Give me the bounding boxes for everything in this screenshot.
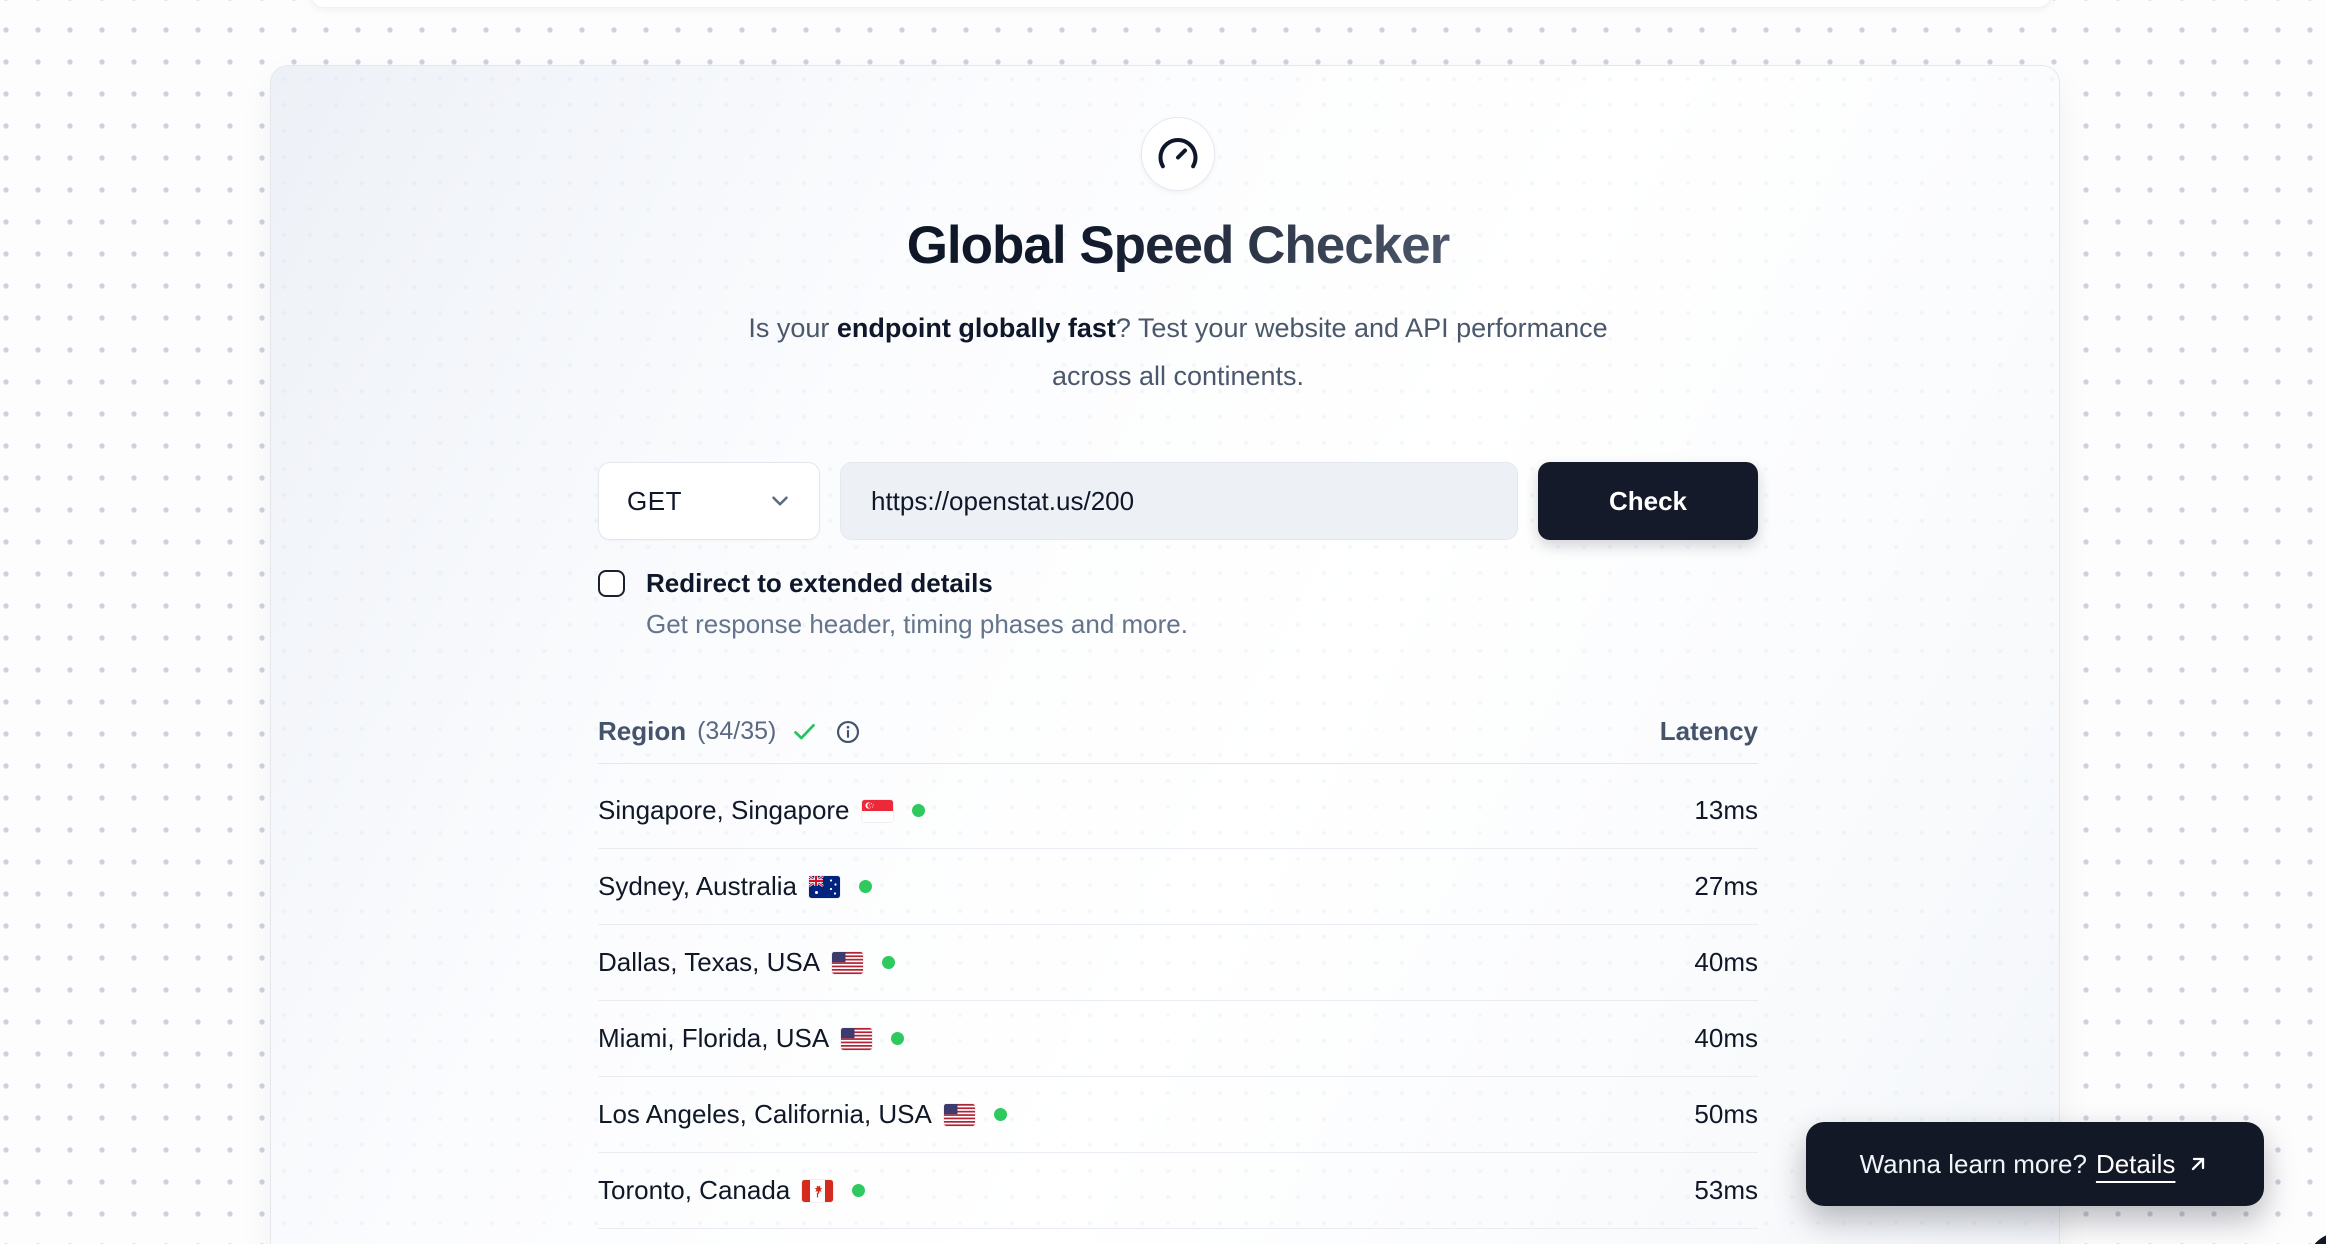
singapore-flag-icon: [861, 799, 893, 822]
http-method-value: GET: [627, 485, 682, 516]
table-row[interactable]: Miami, Florida, USA 40ms: [598, 1001, 1758, 1077]
region-name: Miami, Florida, USA: [598, 1023, 830, 1053]
table-row[interactable]: Los Angeles, California, USA 50ms: [598, 1077, 1758, 1153]
subtitle-highlight: endpoint globally fast: [836, 313, 1116, 343]
status-up-dot: [882, 956, 896, 969]
status-up-dot: [852, 1184, 866, 1197]
page-title: Global Speed Checker: [598, 219, 1758, 272]
region-column-label: Region: [598, 716, 687, 746]
canada-flag-icon: [802, 1179, 834, 1202]
region-name: Los Angeles, California, USA: [598, 1099, 932, 1129]
table-row[interactable]: Toronto, Canada 53ms: [598, 1153, 1758, 1229]
info-icon[interactable]: [835, 719, 861, 745]
table-row[interactable]: Dallas, Texas, USA 40ms: [598, 925, 1758, 1001]
arrow-up-right-icon: [2184, 1152, 2210, 1176]
corner-floating-button[interactable]: [2306, 1232, 2326, 1244]
status-up-dot: [911, 804, 925, 817]
status-up-dot: [891, 1032, 905, 1045]
redirect-option: Redirect to extended details: [598, 568, 1758, 599]
gauge-icon: [1157, 133, 1199, 175]
region-count: (34/35): [697, 717, 777, 745]
redirect-checkbox-label[interactable]: Redirect to extended details: [646, 568, 993, 598]
latency-value: 50ms: [1694, 1099, 1758, 1129]
speed-checker-card: [270, 65, 2060, 1244]
toast-message: Wanna learn more?: [1859, 1148, 2087, 1179]
latency-value: 40ms: [1694, 947, 1758, 977]
usa-flag-icon: [943, 1103, 975, 1126]
toast-details-link[interactable]: Details: [2095, 1148, 2176, 1179]
latency-value: 13ms: [1694, 795, 1758, 825]
subtitle-part: ? Test your website and API performance …: [1051, 313, 1608, 391]
subtitle: Is your endpoint globally fast? Test you…: [718, 304, 1638, 400]
check-icon: [791, 718, 818, 745]
chevron-down-icon: [767, 488, 793, 514]
region-name: Dallas, Texas, USA: [598, 947, 821, 977]
gauge-badge: [1141, 117, 1215, 191]
status-up-dot: [993, 1108, 1007, 1121]
http-method-select[interactable]: GET: [598, 462, 820, 540]
latency-value: 27ms: [1694, 871, 1758, 901]
learn-more-toast: Wanna learn more? Details: [1806, 1122, 2264, 1206]
region-name: Toronto, Canada: [598, 1175, 791, 1205]
latency-column-label: Latency: [1659, 716, 1758, 746]
usa-flag-icon: [832, 951, 864, 974]
card-content: Global Speed Checker Is your endpoint gl…: [598, 0, 1758, 1229]
check-form: GET Check: [598, 462, 1758, 540]
region-name: Sydney, Australia: [598, 871, 797, 901]
table-row[interactable]: Singapore, Singapore 13ms: [598, 764, 1758, 849]
latency-value: 40ms: [1694, 1023, 1758, 1053]
table-row[interactable]: Sydney, Australia 27ms: [598, 849, 1758, 925]
check-button[interactable]: Check: [1538, 462, 1758, 540]
results-header: Region (34/35) Latency: [598, 716, 1758, 764]
usa-flag-icon: [841, 1027, 873, 1050]
url-input[interactable]: [840, 462, 1518, 540]
australia-flag-icon: [808, 875, 840, 898]
status-up-dot: [858, 880, 872, 893]
redirect-checkbox-description: Get response header, timing phases and m…: [646, 609, 1188, 639]
region-name: Singapore, Singapore: [598, 795, 850, 825]
redirect-checkbox[interactable]: [598, 570, 625, 597]
subtitle-part: Is your: [748, 313, 837, 343]
latency-value: 53ms: [1694, 1175, 1758, 1205]
